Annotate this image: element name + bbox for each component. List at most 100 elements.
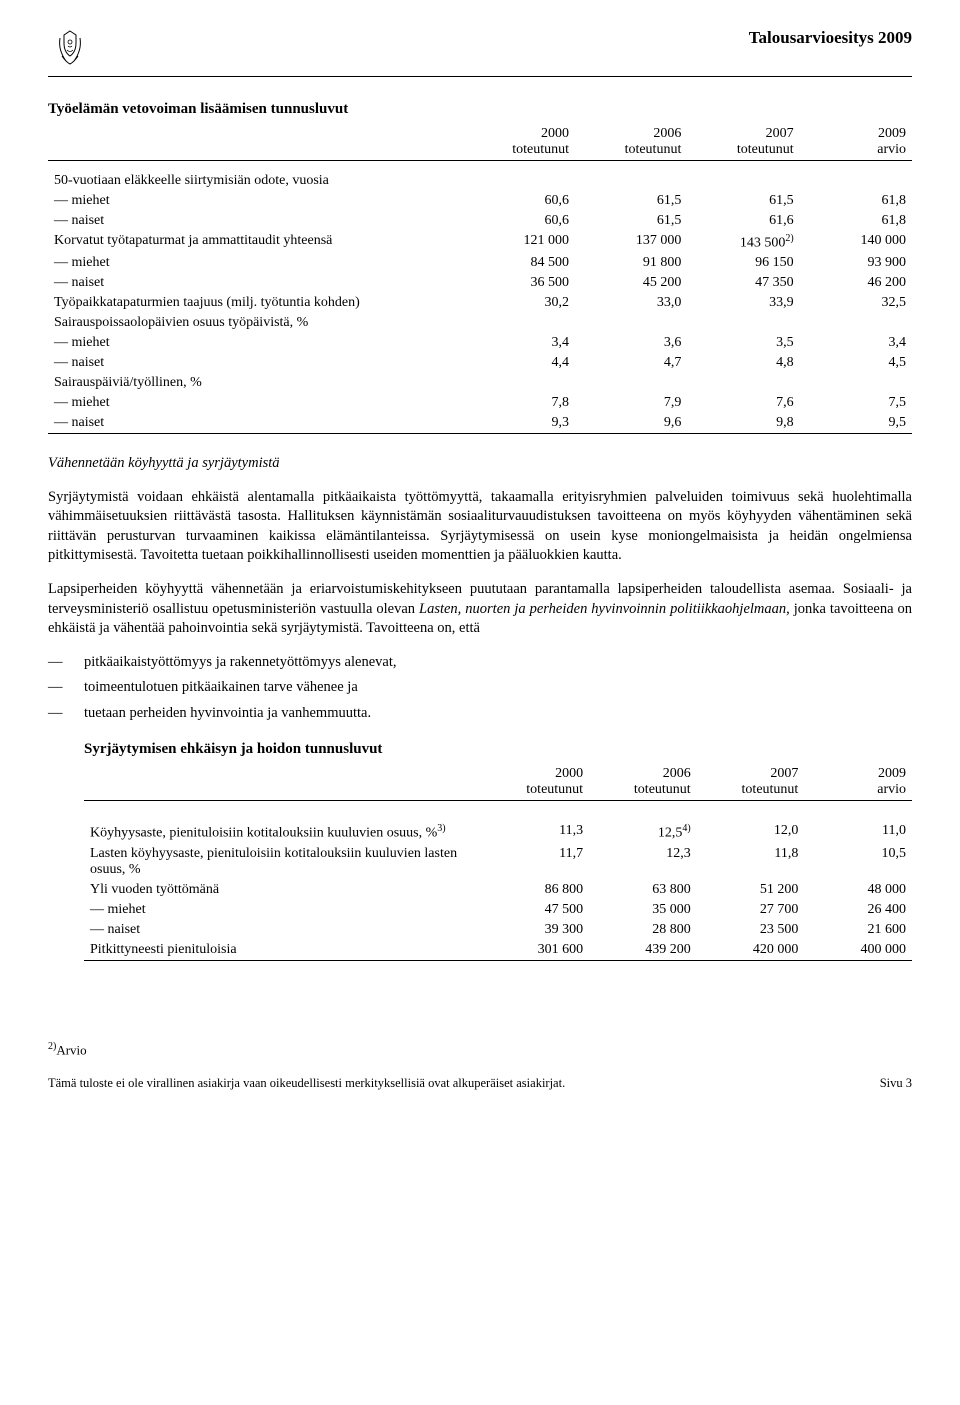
cell-value — [687, 373, 799, 393]
cell-value: 39 300 — [481, 920, 589, 940]
cell-value: 7,5 — [800, 393, 912, 413]
cell-value: 9,6 — [575, 413, 687, 434]
row-label: — miehet — [48, 191, 463, 211]
cell-value — [463, 171, 575, 191]
row-label: Työpaikkatapaturmien taajuus (milj. työt… — [48, 293, 463, 313]
cell-value: 3,6 — [575, 333, 687, 353]
cell-value: 140 000 — [800, 231, 912, 254]
table-row: — miehet47 50035 00027 70026 400 — [84, 900, 912, 920]
cell-value — [575, 313, 687, 333]
row-label: — miehet — [48, 253, 463, 273]
cell-value: 4,7 — [575, 353, 687, 373]
row-label: Pitkittyneesti pienituloisia — [84, 940, 481, 961]
cell-value: 11,0 — [804, 821, 912, 844]
cell-value: 86 800 — [481, 880, 589, 900]
paragraph-2: Lapsiperheiden köyhyyttä vähennetään ja … — [48, 580, 912, 639]
cell-value — [800, 171, 912, 191]
cell-value: 11,3 — [481, 821, 589, 844]
cell-value: 51 200 — [697, 880, 805, 900]
crest-icon — [48, 28, 92, 72]
cell-value — [687, 313, 799, 333]
cell-value: 12,3 — [589, 844, 697, 880]
row-label: — miehet — [48, 393, 463, 413]
table2-stub-header — [84, 764, 481, 801]
cell-value: 4,8 — [687, 353, 799, 373]
bullet-list: pitkäaikaistyöttömyys ja rakennetyöttömy… — [48, 653, 912, 724]
footnote: 2)Arvio — [48, 1041, 912, 1058]
row-label: — miehet — [84, 900, 481, 920]
cell-value: 63 800 — [589, 880, 697, 900]
cell-value: 28 800 — [589, 920, 697, 940]
cell-value: 60,6 — [463, 191, 575, 211]
table-row: Korvatut työtapaturmat ja ammattitaudit … — [48, 231, 912, 254]
cell-value: 61,5 — [575, 211, 687, 231]
table1-col-header: 2009arvio — [800, 124, 912, 161]
cell-value: 35 000 — [589, 900, 697, 920]
cell-value — [575, 171, 687, 191]
cell-value: 61,5 — [687, 191, 799, 211]
para2-italic: Lasten, nuorten ja perheiden hyvinvoinni… — [419, 601, 786, 617]
cell-value: 9,3 — [463, 413, 575, 434]
footer-page-number: Sivu 3 — [880, 1076, 912, 1091]
footnote-text: Arvio — [56, 1042, 86, 1057]
row-label: 50-vuotiaan eläkkeelle siirtymisiän odot… — [48, 171, 463, 191]
table-row: — naiset39 30028 80023 50021 600 — [84, 920, 912, 940]
table2-col-header: 2006toteutunut — [589, 764, 697, 801]
table-row: Sairauspoissaolopäivien osuus työpäivist… — [48, 313, 912, 333]
cell-value: 32,5 — [800, 293, 912, 313]
cell-value — [575, 373, 687, 393]
cell-value: 137 000 — [575, 231, 687, 254]
cell-value: 11,7 — [481, 844, 589, 880]
cell-value: 3,5 — [687, 333, 799, 353]
cell-value: 10,5 — [804, 844, 912, 880]
cell-value: 11,8 — [697, 844, 805, 880]
table1-col-header: 2007toteutunut — [687, 124, 799, 161]
cell-value: 400 000 — [804, 940, 912, 961]
cell-value: 36 500 — [463, 273, 575, 293]
cell-value: 84 500 — [463, 253, 575, 273]
row-label: — naiset — [48, 413, 463, 434]
row-label: Sairauspoissaolopäivien osuus työpäivist… — [48, 313, 463, 333]
section-heading: Vähennetään köyhyyttä ja syrjäytymistä — [48, 454, 912, 474]
table-syrjaytymisen: Syrjäytymisen ehkäisyn ja hoidon tunnusl… — [84, 741, 912, 960]
cell-value: 60,6 — [463, 211, 575, 231]
row-label: — naiset — [48, 211, 463, 231]
cell-value: 26 400 — [804, 900, 912, 920]
table-row: Työpaikkatapaturmien taajuus (milj. työt… — [48, 293, 912, 313]
cell-value: 4,4 — [463, 353, 575, 373]
table-row: Yli vuoden työttömänä86 80063 80051 2004… — [84, 880, 912, 900]
table1-title: Työelämän vetovoiman lisäämisen tunnuslu… — [48, 101, 912, 118]
table1-col-header: 2000toteutunut — [463, 124, 575, 161]
cell-value: 301 600 — [481, 940, 589, 961]
cell-value: 46 200 — [800, 273, 912, 293]
cell-value — [687, 171, 799, 191]
table1: 2000toteutunut 2006toteutunut 2007toteut… — [48, 124, 912, 434]
cell-value: 4,5 — [800, 353, 912, 373]
table2-col-header: 2000toteutunut — [481, 764, 589, 801]
table-row: — miehet84 50091 80096 15093 900 — [48, 253, 912, 273]
table2: 2000toteutunut 2006toteutunut 2007toteut… — [84, 764, 912, 960]
cell-value: 21 600 — [804, 920, 912, 940]
cell-value: 420 000 — [697, 940, 805, 961]
page-header: Talousarvioesitys 2009 — [48, 28, 912, 77]
table2-col-header: 2009arvio — [804, 764, 912, 801]
cell-value — [800, 373, 912, 393]
cell-value: 48 000 — [804, 880, 912, 900]
table-row: Pitkittyneesti pienituloisia301 600439 2… — [84, 940, 912, 961]
cell-value — [463, 313, 575, 333]
cell-value: 33,9 — [687, 293, 799, 313]
bullet-item: tuetaan perheiden hyvinvointia ja vanhem… — [48, 704, 912, 724]
row-label: — naiset — [84, 920, 481, 940]
cell-value: 3,4 — [800, 333, 912, 353]
cell-value: 439 200 — [589, 940, 697, 961]
page-footer: Tämä tuloste ei ole virallinen asiakirja… — [48, 1076, 912, 1091]
cell-value: 3,4 — [463, 333, 575, 353]
row-label: Yli vuoden työttömänä — [84, 880, 481, 900]
bullet-item: pitkäaikaistyöttömyys ja rakennetyöttömy… — [48, 653, 912, 673]
cell-value: 12,0 — [697, 821, 805, 844]
table-row: Sairauspäiviä/työllinen, % — [48, 373, 912, 393]
table-tyoelaman: Työelämän vetovoiman lisäämisen tunnuslu… — [48, 101, 912, 434]
cell-value: 45 200 — [575, 273, 687, 293]
row-label: Köyhyysaste, pienituloisiin kotitalouksi… — [84, 821, 481, 844]
cell-value: 23 500 — [697, 920, 805, 940]
